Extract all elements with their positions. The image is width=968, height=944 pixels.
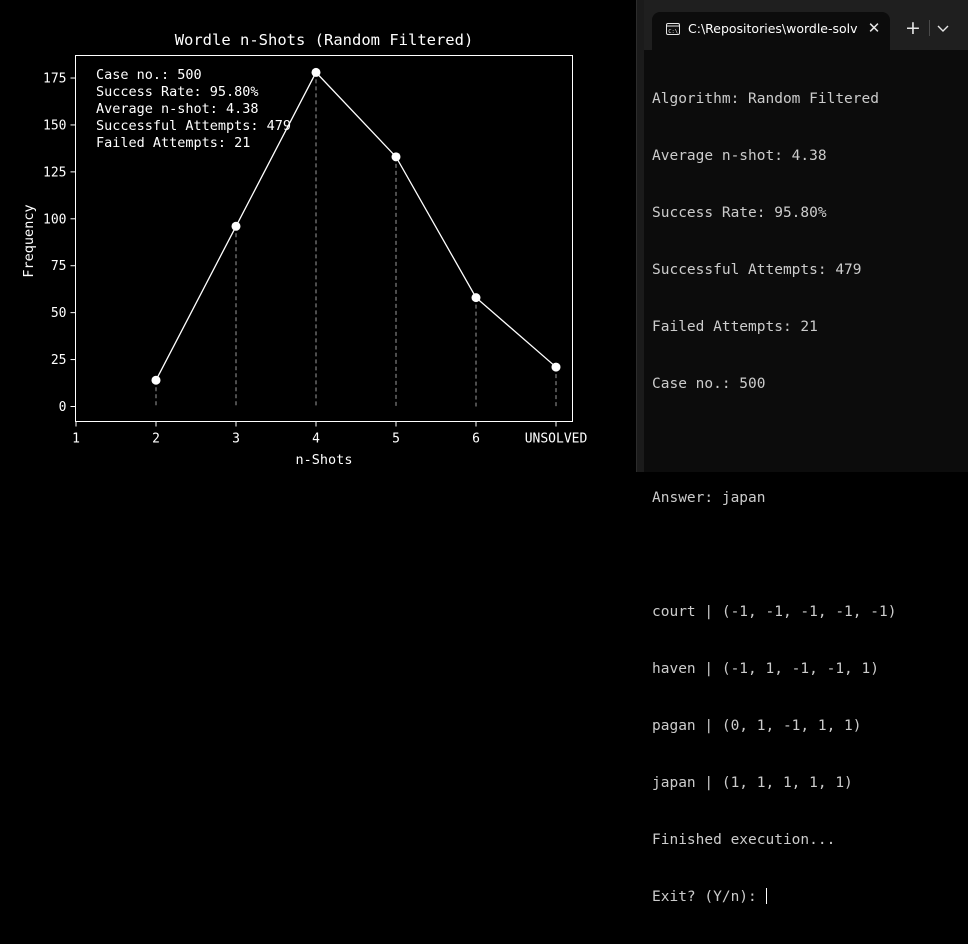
terminal-line: Failed Attempts: 21 bbox=[652, 319, 818, 335]
terminal-icon: C:\ bbox=[666, 23, 680, 35]
terminal-line: Average n-shot: 4.38 bbox=[652, 148, 827, 164]
x-tick-label: 6 bbox=[472, 432, 480, 447]
x-axis-label: n-Shots bbox=[296, 452, 353, 468]
data-point bbox=[311, 67, 321, 77]
terminal-window: C:\ C:\Repositories\wordle-solver ✕ + Al… bbox=[644, 0, 968, 905]
terminal-output[interactable]: Algorithm: Random Filtered Average n-sho… bbox=[652, 52, 964, 944]
x-tick-label: 1 bbox=[72, 432, 80, 447]
data-point bbox=[471, 293, 481, 303]
terminal-line: Algorithm: Random Filtered bbox=[652, 91, 879, 107]
terminal-line bbox=[652, 432, 964, 451]
series-line bbox=[155, 71, 557, 381]
y-tick-label: 0 bbox=[59, 400, 67, 415]
annotation-line: Failed Attempts: 21 bbox=[96, 135, 250, 151]
data-point bbox=[231, 221, 241, 231]
tab-strip: C:\ C:\Repositories\wordle-solver ✕ + bbox=[644, 0, 968, 50]
terminal-line: Answer: japan bbox=[652, 490, 766, 506]
y-tick-label: 50 bbox=[51, 306, 67, 321]
data-point bbox=[391, 152, 401, 162]
terminal-line: Finished execution... bbox=[652, 832, 836, 848]
x-tick-label: 3 bbox=[232, 432, 240, 447]
y-tick-label: 75 bbox=[51, 259, 67, 274]
terminal-line: Success Rate: 95.80% bbox=[652, 205, 827, 221]
annotation-line: Success Rate: 95.80% bbox=[96, 84, 259, 100]
y-tick-label: 150 bbox=[43, 118, 66, 133]
x-tick-label: 5 bbox=[392, 432, 400, 447]
y-tick-label: 100 bbox=[43, 212, 66, 227]
text-cursor bbox=[765, 888, 767, 904]
x-axis-ticks: 1 2 3 4 5 6 UNSOLVED bbox=[72, 421, 588, 447]
data-points bbox=[151, 67, 561, 385]
y-tick-label: 25 bbox=[51, 353, 67, 368]
chart-title: Wordle n-Shots (Random Filtered) bbox=[175, 31, 474, 49]
x-tick-label: UNSOLVED bbox=[525, 432, 588, 447]
terminal-line: court | (-1, -1, -1, -1, -1) bbox=[652, 604, 897, 620]
stem-lines bbox=[155, 72, 557, 407]
exit-prompt: Exit? (Y/n): bbox=[652, 889, 766, 905]
plus-icon[interactable]: + bbox=[905, 17, 921, 39]
data-point bbox=[551, 362, 561, 372]
x-tick-label: 4 bbox=[312, 432, 320, 447]
close-icon[interactable]: ✕ bbox=[867, 19, 881, 37]
annotation-line: Average n-shot: 4.38 bbox=[96, 101, 259, 117]
terminal-line: haven | (-1, 1, -1, -1, 1) bbox=[652, 661, 879, 677]
y-tick-label: 125 bbox=[43, 165, 66, 180]
y-axis-label: Frequency bbox=[21, 204, 37, 277]
prompt-line[interactable]: Exit? (Y/n): bbox=[652, 888, 964, 907]
line-chart: Wordle n-Shots (Random Filtered) 0255075… bbox=[21, 31, 588, 468]
tab-divider bbox=[929, 20, 930, 36]
terminal-line: Case no.: 500 bbox=[652, 376, 766, 392]
data-point bbox=[151, 375, 161, 385]
y-axis-ticks: 0 25 50 75 100 125 150 175 bbox=[43, 72, 76, 415]
annotation-line: Case no.: 500 bbox=[96, 67, 202, 83]
tab-title: C:\Repositories\wordle-solver bbox=[688, 21, 858, 36]
terminal-line: japan | (1, 1, 1, 1, 1) bbox=[652, 775, 853, 791]
svg-text:C:\: C:\ bbox=[668, 29, 678, 35]
chevron-down-icon[interactable] bbox=[932, 16, 954, 40]
window-divider[interactable] bbox=[636, 0, 644, 472]
annotation-line: Successful Attempts: 479 bbox=[96, 118, 291, 134]
terminal-line: pagan | (0, 1, -1, 1, 1) bbox=[652, 718, 862, 734]
plot-area-frame bbox=[75, 55, 573, 422]
y-tick-label: 175 bbox=[43, 72, 66, 87]
terminal-line: Successful Attempts: 479 bbox=[652, 262, 862, 278]
plot-window: Wordle n-Shots (Random Filtered) 0 25 50 75… bbox=[0, 0, 636, 472]
x-tick-label: 2 bbox=[152, 432, 160, 447]
terminal-tab[interactable]: C:\ C:\Repositories\wordle-solver ✕ bbox=[652, 12, 890, 50]
terminal-line bbox=[652, 546, 964, 565]
